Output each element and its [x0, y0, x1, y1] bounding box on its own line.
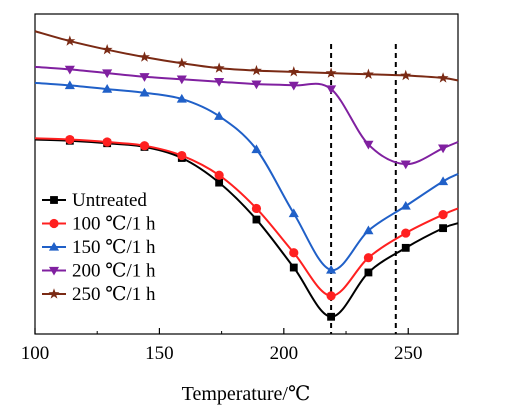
data-point — [363, 140, 374, 150]
data-point — [102, 137, 112, 147]
data-point — [362, 68, 374, 79]
x-ticks: 100 150 200 250 — [21, 328, 423, 364]
legend-item: 200 ℃/1 h — [42, 261, 156, 282]
x-tick-label: 150 — [145, 343, 174, 364]
data-point — [176, 93, 187, 103]
legend-label: 150 ℃/1 h — [72, 237, 156, 258]
legend-label: 100 ℃/1 h — [72, 214, 156, 235]
data-point — [176, 75, 187, 85]
x-tick-label: 100 — [21, 343, 50, 364]
legend-marker — [50, 196, 58, 204]
data-point — [214, 170, 224, 180]
data-point — [102, 69, 113, 79]
series-2 — [34, 80, 459, 274]
series-line-3 — [34, 65, 459, 166]
data-point — [327, 312, 336, 321]
legend-label: Untreated — [72, 190, 147, 211]
data-point — [139, 73, 150, 82]
data-point — [438, 176, 449, 186]
data-point — [214, 111, 225, 120]
legend-marker — [48, 266, 60, 276]
data-point — [439, 224, 447, 233]
data-point — [438, 144, 449, 154]
data-point — [288, 81, 299, 91]
data-point — [64, 80, 75, 90]
data-point — [176, 57, 188, 68]
data-point — [400, 200, 411, 210]
data-point — [364, 268, 373, 277]
data-point — [438, 210, 448, 220]
data-point — [289, 263, 298, 272]
data-point — [401, 228, 411, 238]
data-point — [250, 64, 262, 76]
data-point — [400, 160, 411, 170]
data-point — [214, 78, 225, 87]
x-axis-title: Temperature/℃ — [182, 383, 311, 405]
data-point — [139, 141, 150, 151]
data-point — [325, 67, 337, 78]
legend-item: Untreated — [42, 190, 147, 211]
data-point — [326, 291, 336, 301]
legend-marker — [48, 241, 60, 251]
series-layer — [34, 30, 459, 321]
data-point — [64, 65, 75, 75]
legend-item: 250 ℃/1 h — [42, 284, 156, 305]
series-1 — [34, 134, 459, 301]
data-point — [288, 208, 299, 218]
data-point — [177, 150, 187, 161]
legend-label: 250 ℃/1 h — [72, 284, 156, 305]
data-point — [139, 87, 150, 97]
data-point — [213, 62, 225, 73]
data-point — [326, 85, 337, 95]
data-point — [400, 69, 412, 81]
data-point — [289, 248, 299, 258]
data-point — [251, 203, 262, 214]
legend-label: 200 ℃/1 h — [72, 261, 156, 282]
data-point — [101, 43, 113, 55]
data-point — [363, 253, 374, 263]
data-point — [251, 144, 262, 154]
legend-marker — [49, 218, 59, 229]
x-tick-label: 200 — [270, 343, 299, 364]
data-point — [363, 225, 374, 235]
data-point — [215, 178, 224, 187]
data-point — [437, 72, 449, 83]
data-point — [102, 84, 113, 93]
data-point — [64, 35, 76, 46]
legend-marker — [48, 288, 60, 299]
data-point — [401, 243, 410, 252]
data-point — [288, 66, 300, 77]
series-4 — [34, 30, 459, 83]
data-point — [65, 134, 75, 145]
data-point — [139, 51, 150, 62]
data-point — [326, 264, 337, 274]
legend-item: 100 ℃/1 h — [42, 214, 156, 235]
data-point — [251, 80, 262, 90]
data-point — [252, 215, 261, 224]
x-tick-label: 250 — [394, 343, 423, 364]
series-3 — [34, 65, 459, 170]
legend-item: 150 ℃/1 h — [42, 237, 156, 258]
